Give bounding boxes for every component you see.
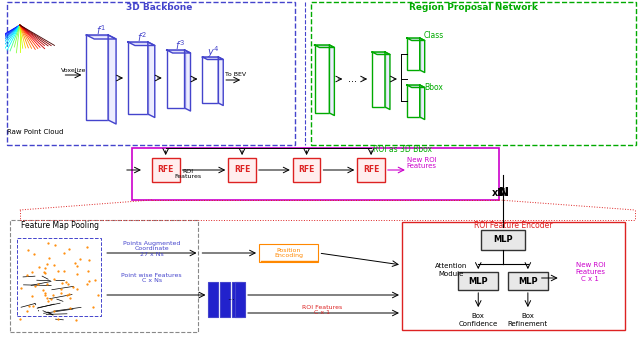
Text: MLP: MLP xyxy=(518,277,538,285)
Bar xyxy=(235,282,245,317)
Bar xyxy=(310,2,636,145)
Text: Class: Class xyxy=(424,32,444,40)
Text: Point wise Features
C x Ns: Point wise Features C x Ns xyxy=(122,273,182,283)
Text: To BEV: To BEV xyxy=(225,73,246,78)
Text: RFE: RFE xyxy=(298,165,315,175)
Bar xyxy=(220,282,230,317)
Text: Feature Map Pooling: Feature Map Pooling xyxy=(20,221,99,231)
Text: 3D Backbone: 3D Backbone xyxy=(125,3,192,13)
Text: $f^2$: $f^2$ xyxy=(137,30,147,44)
Text: N: N xyxy=(490,186,509,199)
Polygon shape xyxy=(330,45,334,116)
Text: Position
Encoding: Position Encoding xyxy=(274,247,303,258)
Text: ...: ... xyxy=(348,74,356,84)
Bar xyxy=(292,158,321,182)
Text: New ROI
Features
C x 1: New ROI Features C x 1 xyxy=(575,262,605,282)
Polygon shape xyxy=(420,38,425,73)
Polygon shape xyxy=(166,50,191,53)
Bar xyxy=(259,244,319,262)
Polygon shape xyxy=(407,38,425,40)
Text: MLP: MLP xyxy=(468,277,488,285)
Polygon shape xyxy=(86,35,116,39)
Text: Box
Confidence: Box Confidence xyxy=(459,314,498,326)
Text: RFE: RFE xyxy=(363,165,380,175)
Bar xyxy=(10,220,198,332)
Polygon shape xyxy=(314,45,334,47)
Bar xyxy=(7,2,294,145)
Bar xyxy=(17,238,101,316)
Text: ROI as 3D Bbox: ROI as 3D Bbox xyxy=(372,145,431,155)
Text: ROI Feature Encoder: ROI Feature Encoder xyxy=(474,221,552,231)
Bar xyxy=(166,50,184,108)
Text: Bbox: Bbox xyxy=(424,83,443,93)
Text: ROI Features
C x 1: ROI Features C x 1 xyxy=(302,305,342,315)
Text: RFE: RFE xyxy=(234,165,250,175)
Polygon shape xyxy=(385,52,390,109)
Polygon shape xyxy=(184,50,191,111)
Text: Raw Point Cloud: Raw Point Cloud xyxy=(6,129,63,135)
Text: Points Augmented
Coordinate
27 x Ns: Points Augmented Coordinate 27 x Ns xyxy=(123,241,180,257)
Text: Attention
Module: Attention Module xyxy=(435,263,468,277)
Bar xyxy=(407,38,420,70)
Bar xyxy=(402,222,625,330)
Text: Box
Refinement: Box Refinement xyxy=(508,314,548,326)
Text: RFE: RFE xyxy=(157,165,174,175)
Bar xyxy=(372,52,385,107)
Text: ...: ... xyxy=(227,294,235,302)
Bar xyxy=(202,57,218,103)
Text: xN: xN xyxy=(492,188,506,198)
Bar xyxy=(407,85,420,117)
Bar xyxy=(314,45,330,113)
Polygon shape xyxy=(407,85,425,87)
Text: ROI
Features: ROI Features xyxy=(174,168,201,179)
Polygon shape xyxy=(420,85,425,120)
Bar xyxy=(132,148,499,200)
Polygon shape xyxy=(372,52,390,55)
Bar xyxy=(232,282,242,317)
Polygon shape xyxy=(202,57,223,60)
Bar xyxy=(481,230,525,250)
Bar xyxy=(228,158,256,182)
Bar xyxy=(128,42,148,114)
Text: $y^4$: $y^4$ xyxy=(207,44,220,60)
Polygon shape xyxy=(218,57,223,105)
Text: MLP: MLP xyxy=(493,236,513,244)
Bar xyxy=(209,282,218,317)
Polygon shape xyxy=(128,42,155,45)
Text: $f^3$: $f^3$ xyxy=(175,38,184,52)
Text: Voxelize: Voxelize xyxy=(61,68,86,74)
Polygon shape xyxy=(108,35,116,124)
Polygon shape xyxy=(148,42,155,118)
Bar xyxy=(152,158,180,182)
Bar xyxy=(458,272,498,290)
Bar xyxy=(357,158,385,182)
Text: New ROI
Features: New ROI Features xyxy=(406,157,436,170)
Text: $f^1$: $f^1$ xyxy=(96,23,106,37)
Bar xyxy=(508,272,548,290)
Bar xyxy=(86,35,108,120)
Text: Region Proposal Network: Region Proposal Network xyxy=(409,3,538,13)
